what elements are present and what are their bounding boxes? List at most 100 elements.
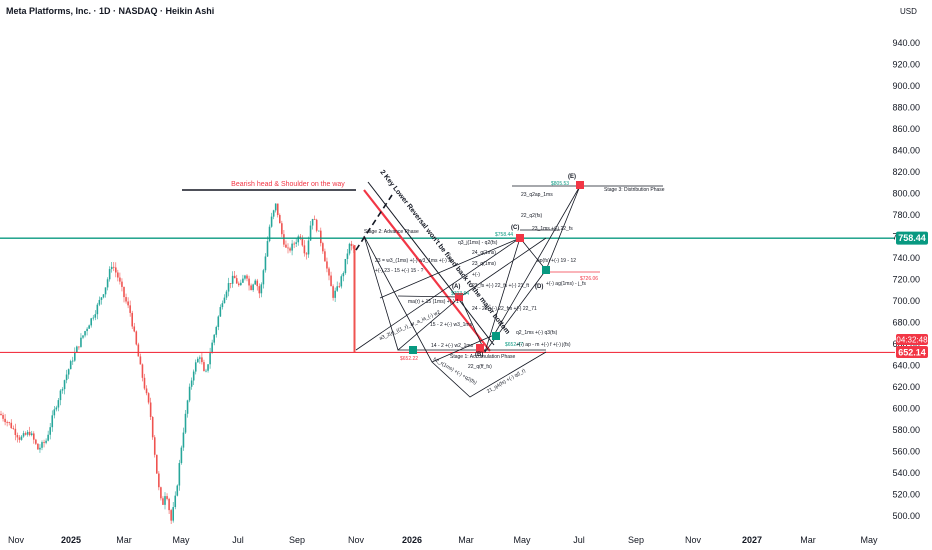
candle-body: [324, 251, 326, 262]
candle-body: [217, 316, 220, 327]
candle-body: [160, 487, 162, 499]
candle-body: [190, 380, 193, 387]
candle-body: [47, 434, 49, 441]
candle-body: [24, 433, 27, 435]
candle-body: [279, 215, 281, 224]
candle-body: [106, 279, 109, 288]
candle-body: [182, 432, 185, 448]
formula-text: 23_q2ap_1ms: [521, 192, 553, 198]
candle-body: [285, 244, 287, 248]
candle-body: [74, 352, 76, 361]
price-tick-label: 800.00: [892, 189, 920, 199]
time-tick-label: May: [860, 535, 878, 545]
formula-text: 23_1ms +(-) 22_fs: [532, 226, 573, 232]
candle-body: [100, 297, 103, 300]
time-tick-label: Nov: [8, 535, 25, 545]
candle-body: [350, 243, 353, 246]
price-tick-label: 840.00: [892, 146, 920, 156]
time-tick-label: Nov: [685, 535, 702, 545]
candle-body: [45, 440, 47, 443]
formula-text: +(-) ag(1ms) - j_fs: [546, 281, 586, 287]
candle-body: [344, 258, 347, 274]
wave-diag-6: [493, 185, 581, 336]
wave-price-base: $652.22: [400, 356, 418, 362]
countdown-badge-bg: [896, 334, 928, 345]
wave-lines: [355, 185, 663, 398]
time-tick-label: 2025: [61, 535, 81, 545]
time-axis[interactable]: Nov 2025 Mar May Jul Sep Nov 2026 Mar May Jul Sep No…: [8, 535, 878, 545]
candle-body: [37, 443, 39, 450]
candle-body: [102, 294, 105, 298]
formula-text: q3_j(1ms) - q2(fs): [458, 240, 498, 246]
formula-text: ap(fs) +(-) 19 - 12: [537, 258, 576, 264]
candle-body: [6, 422, 8, 423]
candle-body: [250, 285, 252, 291]
projected-dash-line: [355, 194, 393, 251]
candle-body: [201, 357, 203, 363]
candle-body: [141, 364, 144, 378]
price-tick-label: 780.00: [892, 210, 920, 220]
candle-body: [67, 369, 70, 375]
candle-body: [69, 361, 72, 370]
candle-body: [260, 284, 263, 294]
time-tick-label: Mar: [458, 535, 474, 545]
candle-body: [295, 242, 297, 244]
candle-body: [188, 386, 191, 401]
price-tick-label: 620.00: [892, 382, 920, 392]
marker-c[interactable]: [516, 234, 524, 242]
wave-label-e: (E): [568, 174, 576, 180]
marker-d-up[interactable]: [542, 266, 550, 274]
wave-path-lower: [363, 235, 547, 398]
candle-body: [35, 439, 37, 444]
candle-body: [215, 326, 218, 335]
wave-price-b: $652.47: [505, 342, 523, 348]
candle-body: [53, 409, 56, 416]
marker-base-up[interactable]: [409, 346, 417, 354]
candle-body: [59, 390, 62, 401]
candle-body: [270, 216, 273, 227]
candle-body: [104, 287, 107, 295]
candle-body: [57, 400, 60, 408]
price-tick-label: 920.00: [892, 60, 920, 70]
price-axis[interactable]: 500.00 520.00 540.00 560.00 580.00 600.00 620.…: [892, 38, 920, 521]
candle-body: [307, 240, 310, 255]
wave-diag-7: [431, 334, 495, 363]
candle-body: [320, 230, 322, 244]
price-tick-label: 680.00: [892, 318, 920, 328]
candle-body: [332, 286, 334, 298]
candle-body: [151, 416, 154, 438]
candle-body: [223, 297, 226, 304]
marker-e[interactable]: [576, 181, 584, 189]
time-tick-label: Mar: [800, 535, 816, 545]
candle-body: [213, 334, 215, 343]
candle-body: [174, 495, 177, 508]
time-tick-label: Jul: [232, 535, 244, 545]
price-tick-label: 700.00: [892, 296, 920, 306]
marker-a[interactable]: [455, 293, 463, 301]
candle-body: [299, 236, 302, 239]
candle-series: [0, 203, 356, 524]
candle-body: [162, 498, 164, 505]
candle-body: [127, 301, 129, 306]
marker-b-down[interactable]: [476, 344, 484, 352]
time-tick-label: Jul: [573, 535, 585, 545]
wave-diag-4: [459, 237, 547, 298]
candle-body: [340, 276, 343, 287]
candle-body: [186, 400, 189, 414]
candle-body: [336, 286, 338, 291]
candle-body: [303, 245, 306, 254]
price-tick-label: 880.00: [892, 103, 920, 113]
marker-b-up[interactable]: [492, 332, 500, 340]
price-tick-label: 560.00: [892, 447, 920, 457]
price-tick-label: 500.00: [892, 511, 920, 521]
formula-text: 24_q(1ms): [472, 250, 496, 256]
wave-label-d: (D): [535, 284, 543, 290]
candle-body: [131, 312, 133, 327]
candle-body: [268, 226, 271, 242]
candle-body: [225, 291, 228, 298]
candle-body: [14, 428, 17, 436]
candle-body: [227, 283, 230, 292]
time-tick-label: 2026: [402, 535, 422, 545]
candle-body: [51, 415, 54, 428]
